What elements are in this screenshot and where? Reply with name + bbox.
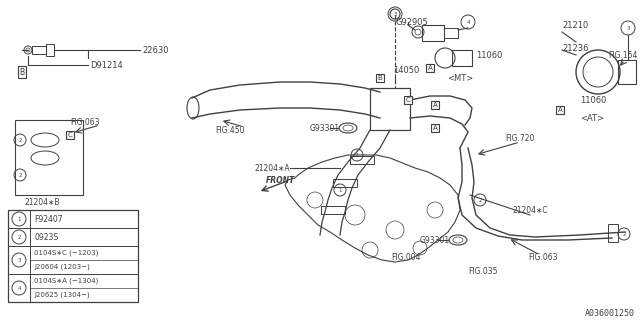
Text: 11060: 11060 — [476, 51, 502, 60]
Bar — [8, 210, 138, 302]
Text: J20625 (1304−): J20625 (1304−) — [34, 292, 90, 298]
Bar — [46, 44, 54, 56]
Text: A: A — [428, 65, 433, 71]
Text: G93301: G93301 — [310, 124, 340, 132]
Text: J20604 (1203−): J20604 (1203−) — [34, 264, 90, 270]
Text: 3: 3 — [627, 26, 630, 30]
Text: FIG.063: FIG.063 — [528, 253, 557, 262]
Text: 2: 2 — [17, 235, 20, 239]
Text: 3: 3 — [393, 12, 397, 17]
Text: 4: 4 — [467, 20, 470, 25]
Bar — [422, 25, 444, 41]
Text: A: A — [557, 107, 563, 113]
Text: G93301: G93301 — [420, 236, 450, 244]
Text: 22630: 22630 — [142, 45, 168, 54]
Text: FIG.154: FIG.154 — [609, 51, 638, 60]
Text: FIG.063: FIG.063 — [70, 117, 99, 126]
Text: 2: 2 — [19, 172, 22, 178]
Text: 21204∗A: 21204∗A — [254, 164, 290, 172]
Text: C: C — [406, 97, 410, 103]
Text: 1: 1 — [339, 188, 342, 193]
Text: 4: 4 — [17, 285, 20, 291]
Text: B: B — [378, 75, 382, 81]
Bar — [333, 179, 357, 187]
Text: FIG.004: FIG.004 — [391, 253, 420, 262]
Bar — [618, 60, 636, 84]
Bar — [608, 224, 618, 242]
Text: 1: 1 — [355, 153, 359, 157]
Text: A: A — [433, 102, 437, 108]
Bar — [350, 156, 374, 164]
Bar — [32, 46, 46, 54]
Text: 21210: 21210 — [562, 20, 588, 29]
Text: C: C — [68, 132, 72, 138]
Text: <AT>: <AT> — [580, 114, 604, 123]
Text: 2: 2 — [19, 138, 22, 142]
Text: 21204∗C: 21204∗C — [512, 205, 548, 214]
Text: 0104S∗C (−1203): 0104S∗C (−1203) — [34, 250, 99, 256]
Text: G92905: G92905 — [395, 18, 428, 27]
Text: 2: 2 — [478, 197, 482, 203]
Bar — [452, 50, 472, 66]
Bar — [370, 88, 410, 130]
Text: 21236: 21236 — [562, 44, 589, 52]
Text: A036001250: A036001250 — [585, 309, 635, 318]
Bar — [444, 28, 458, 38]
Text: FIG.450: FIG.450 — [215, 125, 244, 134]
Text: FIG.035: FIG.035 — [468, 268, 497, 276]
Text: 1: 1 — [17, 217, 20, 221]
Ellipse shape — [449, 235, 467, 245]
Text: 11060: 11060 — [580, 95, 606, 105]
Text: 2: 2 — [622, 231, 626, 236]
Text: 14050: 14050 — [393, 66, 419, 75]
Bar — [321, 206, 345, 214]
Text: D91214: D91214 — [90, 60, 123, 69]
Text: 21204∗B: 21204∗B — [24, 197, 60, 206]
Text: 3: 3 — [17, 258, 20, 262]
Text: 0923S: 0923S — [34, 233, 58, 242]
Text: FRONT: FRONT — [266, 176, 294, 185]
Text: 0104S∗A (−1304): 0104S∗A (−1304) — [34, 278, 99, 284]
Text: A: A — [433, 125, 437, 131]
Text: B: B — [19, 68, 24, 76]
Text: F92407: F92407 — [34, 214, 63, 223]
Bar — [15, 120, 83, 195]
Ellipse shape — [339, 123, 357, 133]
Text: FIG.720: FIG.720 — [505, 133, 534, 142]
Text: <MT>: <MT> — [447, 74, 473, 83]
